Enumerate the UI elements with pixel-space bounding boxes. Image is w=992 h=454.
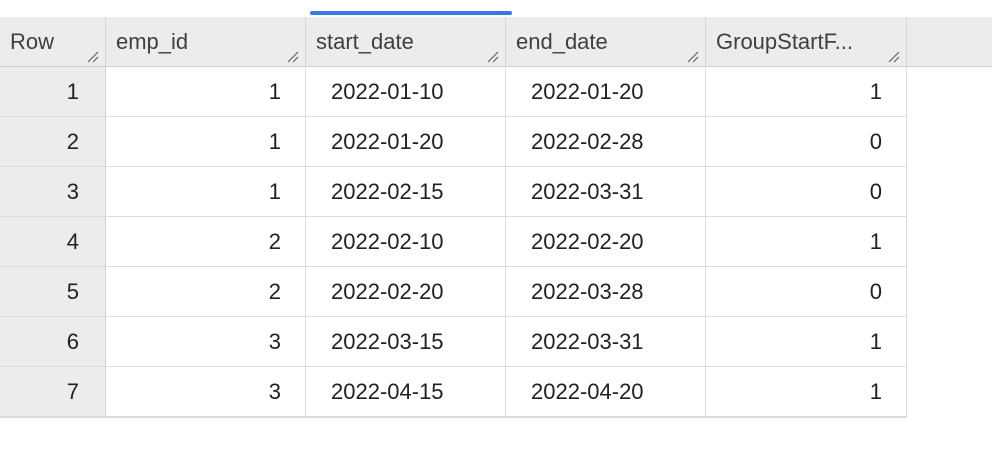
end-date-cell[interactable]: 2022-03-31 bbox=[506, 317, 706, 366]
column-header-start-date[interactable]: start_date bbox=[306, 17, 506, 67]
end-date-cell[interactable]: 2022-02-28 bbox=[506, 117, 706, 166]
start-date-cell[interactable]: 2022-01-10 bbox=[306, 67, 506, 116]
group-start-flag-cell[interactable]: 1 bbox=[706, 367, 907, 416]
end-date-cell[interactable]: 2022-02-20 bbox=[506, 217, 706, 266]
start-date-cell[interactable]: 2022-03-15 bbox=[306, 317, 506, 366]
row-number-cell: 3 bbox=[0, 167, 106, 216]
row-number-cell: 6 bbox=[0, 317, 106, 366]
group-start-flag-cell[interactable]: 1 bbox=[706, 67, 907, 116]
end-date-cell[interactable]: 2022-03-28 bbox=[506, 267, 706, 316]
table-row[interactable]: 6 3 2022-03-15 2022-03-31 1 bbox=[0, 317, 907, 367]
group-start-flag-cell[interactable]: 0 bbox=[706, 167, 907, 216]
column-resize-icon[interactable] bbox=[687, 51, 699, 63]
emp-id-cell[interactable]: 2 bbox=[106, 217, 306, 266]
end-date-cell[interactable]: 2022-04-20 bbox=[506, 367, 706, 416]
row-number-cell: 1 bbox=[0, 67, 106, 116]
group-start-flag-cell[interactable]: 1 bbox=[706, 317, 907, 366]
start-date-cell[interactable]: 2022-02-15 bbox=[306, 167, 506, 216]
table-bottom-border bbox=[0, 417, 907, 418]
column-resize-icon[interactable] bbox=[287, 51, 299, 63]
column-resize-icon[interactable] bbox=[87, 51, 99, 63]
start-date-cell[interactable]: 2022-04-15 bbox=[306, 367, 506, 416]
start-date-cell[interactable]: 2022-02-10 bbox=[306, 217, 506, 266]
table-row[interactable]: 7 3 2022-04-15 2022-04-20 1 bbox=[0, 367, 907, 417]
table-row[interactable]: 3 1 2022-02-15 2022-03-31 0 bbox=[0, 167, 907, 217]
row-number-cell: 2 bbox=[0, 117, 106, 166]
column-header-emp-id[interactable]: emp_id bbox=[106, 17, 306, 67]
row-number-cell: 7 bbox=[0, 367, 106, 416]
column-resize-icon[interactable] bbox=[888, 51, 900, 63]
emp-id-cell[interactable]: 3 bbox=[106, 367, 306, 416]
table-header-row: Row emp_id start_date end_date GroupStar… bbox=[0, 17, 992, 67]
row-number-cell: 4 bbox=[0, 217, 106, 266]
emp-id-cell[interactable]: 1 bbox=[106, 117, 306, 166]
end-date-cell[interactable]: 2022-01-20 bbox=[506, 67, 706, 116]
column-header-label: end_date bbox=[516, 29, 608, 54]
table-row[interactable]: 1 1 2022-01-10 2022-01-20 1 bbox=[0, 67, 907, 117]
column-header-row[interactable]: Row bbox=[0, 17, 106, 67]
table-row[interactable]: 5 2 2022-02-20 2022-03-28 0 bbox=[0, 267, 907, 317]
group-start-flag-cell[interactable]: 0 bbox=[706, 117, 907, 166]
column-header-label: Row bbox=[10, 29, 55, 54]
table-row[interactable]: 4 2 2022-02-10 2022-02-20 1 bbox=[0, 217, 907, 267]
start-date-cell[interactable]: 2022-01-20 bbox=[306, 117, 506, 166]
emp-id-cell[interactable]: 1 bbox=[106, 67, 306, 116]
table-row[interactable]: 2 1 2022-01-20 2022-02-28 0 bbox=[0, 117, 907, 167]
active-tab-indicator bbox=[310, 11, 512, 15]
column-header-group-start-flag[interactable]: GroupStartF... bbox=[706, 17, 907, 67]
column-header-end-date[interactable]: end_date bbox=[506, 17, 706, 67]
row-number-cell: 5 bbox=[0, 267, 106, 316]
column-resize-icon[interactable] bbox=[487, 51, 499, 63]
end-date-cell[interactable]: 2022-03-31 bbox=[506, 167, 706, 216]
emp-id-cell[interactable]: 3 bbox=[106, 317, 306, 366]
column-header-label: start_date bbox=[316, 29, 414, 54]
column-header-label: emp_id bbox=[116, 29, 189, 54]
start-date-cell[interactable]: 2022-02-20 bbox=[306, 267, 506, 316]
emp-id-cell[interactable]: 2 bbox=[106, 267, 306, 316]
column-header-label: GroupStartF... bbox=[716, 29, 853, 54]
emp-id-cell[interactable]: 1 bbox=[106, 167, 306, 216]
group-start-flag-cell[interactable]: 1 bbox=[706, 217, 907, 266]
group-start-flag-cell[interactable]: 0 bbox=[706, 267, 907, 316]
